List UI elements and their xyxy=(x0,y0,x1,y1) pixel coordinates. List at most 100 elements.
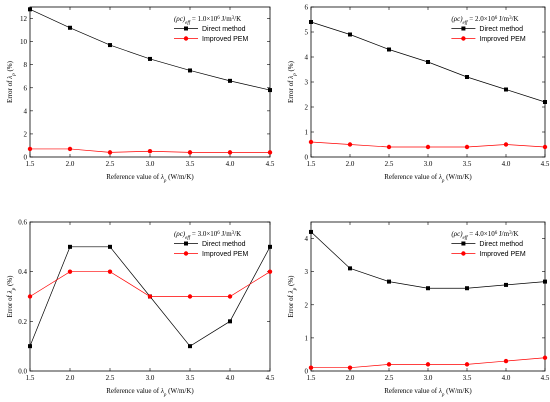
data-point-direct-method xyxy=(28,344,32,349)
x-tick-label: 4.5 xyxy=(266,160,275,168)
y-axis-title: Error of λp (%) xyxy=(6,275,17,318)
data-point-direct-method xyxy=(188,344,192,349)
data-point-improved-pem xyxy=(542,355,548,360)
data-point-improved-pem xyxy=(227,294,233,299)
x-tick-label: 1.5 xyxy=(26,160,35,168)
y-tick-label: 0.6 xyxy=(18,219,27,227)
data-point-direct-method xyxy=(465,286,469,291)
x-tick-label: 3.0 xyxy=(424,160,433,168)
data-point-direct-method xyxy=(387,47,391,52)
legend-label: Improved PEM xyxy=(202,251,248,258)
data-point-improved-pem xyxy=(187,150,193,155)
x-tick-label: 2.5 xyxy=(106,160,115,168)
x-tick-label: 4.0 xyxy=(502,160,511,168)
y-tick-label: 6 xyxy=(305,4,309,12)
data-point-direct-method xyxy=(108,244,112,249)
data-point-improved-pem xyxy=(425,362,431,367)
data-point-improved-pem xyxy=(347,142,353,147)
y-tick-label: 0 xyxy=(24,154,28,162)
data-point-improved-pem xyxy=(267,150,273,155)
y-tick-label: 12 xyxy=(20,15,28,23)
data-point-direct-method xyxy=(387,279,391,284)
legend-label: Direct method xyxy=(202,26,246,33)
y-tick-label: 0.4 xyxy=(18,268,27,276)
data-point-improved-pem xyxy=(187,294,193,299)
x-tick-label: 3.5 xyxy=(186,160,195,168)
chart-panel-2: 1.5 2.0 2.5 3.0 3.5 4.0 4.5 0 1 2 3 4 5 6 Reference va… xyxy=(287,4,550,184)
legend-label: Improved PEM xyxy=(479,36,525,43)
legend-marker-circle xyxy=(183,36,189,41)
y-tick-label: 4 xyxy=(305,54,309,62)
data-point-improved-pem xyxy=(107,150,113,155)
data-point-improved-pem xyxy=(386,362,392,367)
y-tick-label: 2 xyxy=(305,104,309,112)
data-point-improved-pem xyxy=(308,365,314,370)
x-axis-title: Reference value of λp (W/m/K) xyxy=(106,387,194,398)
data-point-direct-method xyxy=(465,75,469,79)
x-axis-title: Reference value of λp (W/m/K) xyxy=(384,387,472,398)
x-tick-label: 1.5 xyxy=(307,160,316,168)
x-axis-title: Reference value of λp (W/m/K) xyxy=(106,173,194,184)
data-point-improved-pem xyxy=(464,362,470,367)
data-point-direct-method xyxy=(309,229,313,234)
x-tick-label: 3.5 xyxy=(186,374,195,382)
data-point-improved-pem xyxy=(227,150,233,155)
data-point-improved-pem xyxy=(27,146,33,152)
data-point-improved-pem xyxy=(347,365,353,370)
y-tick-label: 0 xyxy=(305,154,309,162)
legend-marker-circle xyxy=(461,36,466,41)
data-point-direct-method xyxy=(504,282,508,287)
legend-marker-circle xyxy=(461,251,466,256)
annotation-text: (ρc)eff = 1.0×106 J/m3/K xyxy=(174,15,241,26)
x-tick-label: 1.5 xyxy=(26,374,35,382)
chart-panel-4: 1.5 2.0 2.5 3.0 3.5 4.0 4.5 0 1 2 3 4 Reference valu… xyxy=(287,221,550,398)
data-point-improved-pem xyxy=(425,144,431,150)
y-tick-label: 4 xyxy=(24,107,28,115)
data-point-improved-pem xyxy=(147,149,153,154)
data-point-improved-pem xyxy=(27,294,33,299)
y-tick-label: 3 xyxy=(305,268,309,276)
y-tick-label: 0.0 xyxy=(18,368,27,376)
x-tick-label: 3.0 xyxy=(146,374,155,382)
data-point-improved-pem xyxy=(267,269,273,274)
x-tick-label: 4.0 xyxy=(502,374,511,382)
x-tick-label: 4.0 xyxy=(226,374,235,382)
legend-marker-square xyxy=(184,241,188,246)
x-tick-label: 2.0 xyxy=(346,160,355,168)
data-point-improved-pem xyxy=(107,269,113,274)
legend-label: Direct method xyxy=(202,241,246,248)
data-point-direct-method xyxy=(348,266,352,271)
data-point-direct-method xyxy=(426,286,430,291)
data-point-direct-method xyxy=(68,244,72,249)
annotation-text: (ρc)eff = 2.0×106 J/m3/K xyxy=(451,15,518,26)
data-point-improved-pem xyxy=(67,269,73,274)
y-axis-title: Error of λp (%) xyxy=(287,275,298,318)
chart-panel-1: 1.5 2.0 2.5 3.0 3.5 4.0 4.5 0 2 4 6 8 10 12 Reference … xyxy=(6,6,275,184)
legend-marker-square xyxy=(461,241,466,246)
data-point-direct-method xyxy=(543,100,547,104)
data-point-direct-method xyxy=(426,60,430,64)
data-point-improved-pem xyxy=(147,294,153,299)
y-axis-title: Error of λp (%) xyxy=(287,60,298,103)
x-tick-label: 3.5 xyxy=(463,374,472,382)
y-tick-label: 8 xyxy=(24,61,28,69)
data-point-direct-method xyxy=(148,56,152,61)
x-tick-label: 2.0 xyxy=(66,160,75,168)
chart-panel-3: 1.5 2.0 2.5 3.0 3.5 4.0 4.5 0.0 0.2 0.4 0.6 Referen… xyxy=(6,219,275,398)
y-axis-title: Error of λp (%) xyxy=(6,60,17,103)
y-tick-label: 1 xyxy=(305,129,309,137)
data-point-direct-method xyxy=(309,20,313,24)
series-line-improved-pem xyxy=(29,271,271,297)
y-tick-label: 2 xyxy=(24,130,28,138)
y-tick-label: 10 xyxy=(20,38,28,46)
data-point-direct-method xyxy=(268,88,272,93)
legend-label: Improved PEM xyxy=(202,36,248,43)
x-tick-label: 4.5 xyxy=(541,374,550,382)
data-point-direct-method xyxy=(28,7,32,12)
data-point-direct-method xyxy=(188,68,192,73)
data-point-improved-pem xyxy=(542,144,548,150)
annotation-text: (ρc)eff = 4.0×106 J/m3/K xyxy=(451,230,518,241)
data-point-improved-pem xyxy=(67,146,73,152)
x-tick-label: 4.5 xyxy=(541,160,550,168)
